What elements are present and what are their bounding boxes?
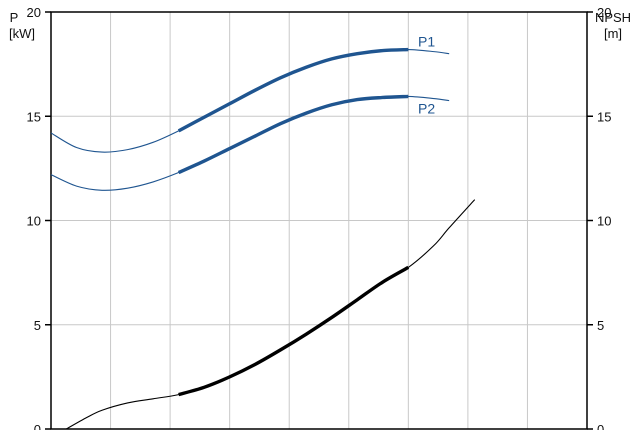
grid-layer (51, 12, 587, 429)
right-axis-title-line2: [m] (604, 26, 622, 41)
right-axis-tick-label: 0 (597, 422, 604, 430)
left-axis-tick-label: 5 (34, 318, 41, 333)
left-axis-tick-label: 15 (27, 109, 41, 124)
right-axis-tick-label: 10 (597, 214, 611, 229)
series-p2-operating-range (177, 94, 409, 175)
series-p1-operating-range (177, 47, 409, 133)
ticks-layer: 0 5 10 15 20 0 5 10 15 20 (27, 5, 612, 430)
right-axis-tick-label: 20 (597, 5, 611, 20)
right-axis-tick-label: 15 (597, 109, 611, 124)
right-axis-tick-label: 5 (597, 318, 604, 333)
series-p2-label: P2 (418, 101, 435, 117)
left-axis-tick-label: 20 (27, 5, 41, 20)
right-axis-title-line1: NPSH (595, 10, 631, 25)
left-axis-title-line2: [kW] (9, 26, 35, 41)
series-npsh-operating-range (178, 265, 410, 397)
series-npsh-line (66, 199, 476, 430)
left-axis-tick-label: 0 (34, 422, 41, 430)
series-p1-label: P1 (418, 34, 435, 50)
series-layer: P1 P2 (50, 34, 476, 430)
left-axis-tick-label: 10 (27, 214, 41, 229)
left-axis-title-line1: P (10, 10, 19, 25)
